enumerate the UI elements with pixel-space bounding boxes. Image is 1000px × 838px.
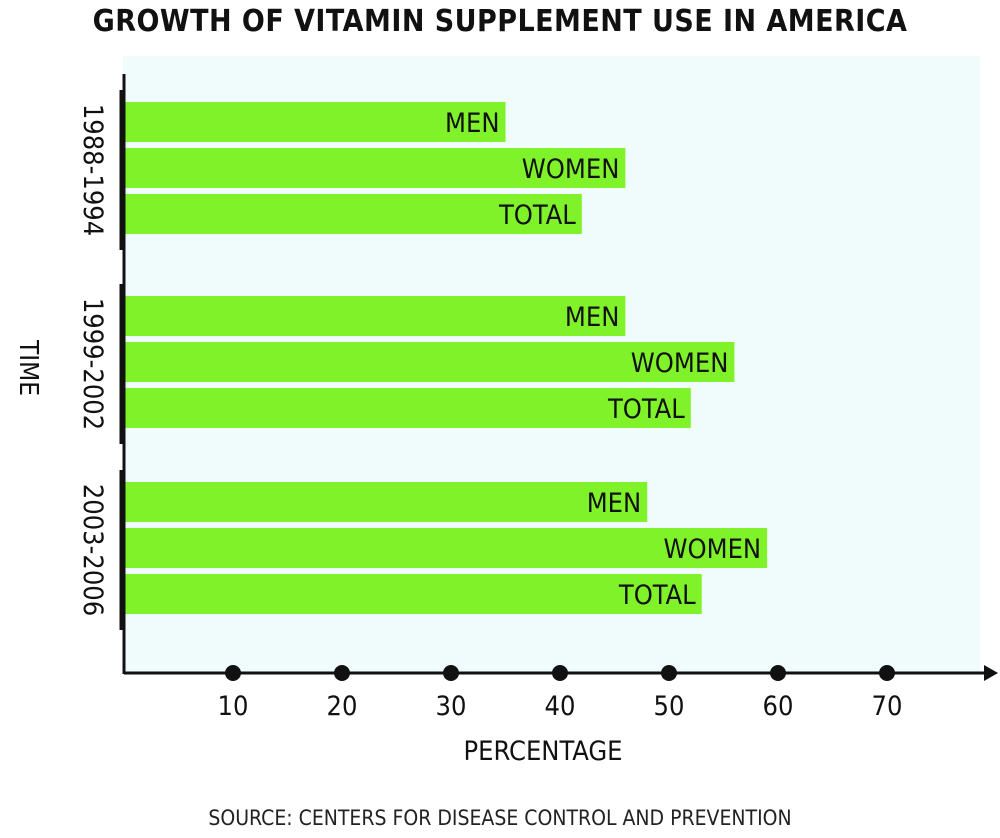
- x-axis-arrow: [984, 665, 998, 681]
- bar-label-1999-2002-men: MEN: [565, 302, 619, 333]
- bar-chart: MENWOMENTOTALMENWOMENTOTALMENWOMENTOTAL …: [0, 0, 1000, 838]
- x-axis-title: PERCENTAGE: [463, 736, 622, 767]
- x-tick-dot-10: [225, 665, 241, 681]
- bar-1999-2002-total: [124, 388, 691, 428]
- source-note: SOURCE: CENTERS FOR DISEASE CONTROL AND …: [0, 806, 1000, 830]
- x-tick-dot-30: [443, 665, 459, 681]
- y-axis-title: TIME: [13, 339, 43, 396]
- x-tick-label-70: 70: [872, 691, 903, 722]
- x-tick-dot-70: [879, 665, 895, 681]
- x-tick-label-20: 20: [327, 691, 358, 722]
- x-tick-dot-40: [552, 665, 568, 681]
- group-label-1999-2002: 1999-2002: [77, 298, 108, 430]
- x-tick-label-10: 10: [218, 691, 249, 722]
- x-tick-label-30: 30: [436, 691, 467, 722]
- x-tick-label-60: 60: [763, 691, 794, 722]
- bar-2003-2006-men: [124, 482, 647, 522]
- bar-label-1999-2002-total: TOTAL: [607, 394, 685, 425]
- group-label-1988-1994: 1988-1994: [77, 104, 108, 236]
- bar-2003-2006-total: [124, 574, 702, 614]
- bar-label-2003-2006-women: WOMEN: [663, 534, 761, 565]
- bar-label-2003-2006-total: TOTAL: [618, 580, 696, 611]
- bar-label-1988-1994-men: MEN: [445, 108, 499, 139]
- bar-label-2003-2006-men: MEN: [587, 488, 641, 519]
- x-tick-dot-50: [661, 665, 677, 681]
- x-tick-dot-20: [334, 665, 350, 681]
- bar-label-1988-1994-total: TOTAL: [498, 200, 576, 231]
- x-tick-dot-60: [770, 665, 786, 681]
- x-tick-label-40: 40: [545, 691, 576, 722]
- group-label-2003-2006: 2003-2006: [77, 484, 108, 616]
- x-tick-label-50: 50: [654, 691, 685, 722]
- bar-1999-2002-men: [124, 296, 625, 336]
- bar-label-1999-2002-women: WOMEN: [631, 348, 729, 379]
- bar-label-1988-1994-women: WOMEN: [522, 154, 620, 185]
